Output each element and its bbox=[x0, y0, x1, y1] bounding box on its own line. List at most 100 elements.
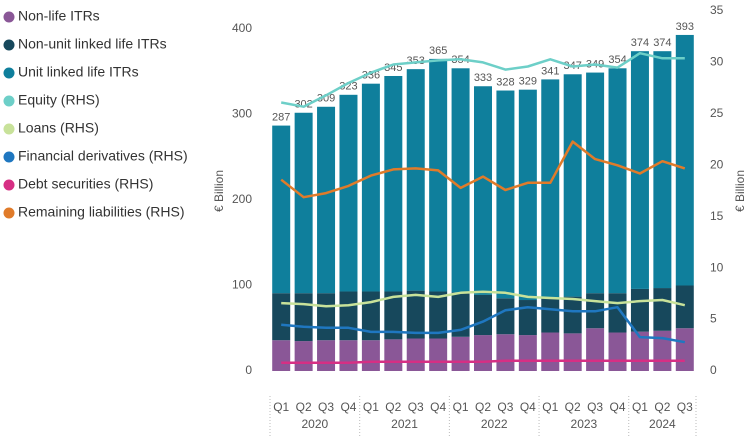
bar bbox=[317, 340, 336, 371]
legend: Non-life ITRs Non-unit linked life ITRs Un… bbox=[3, 8, 188, 220]
legend-label: Non-unit linked life ITRs bbox=[18, 36, 167, 52]
total-label: 336 bbox=[362, 70, 380, 82]
y-tick-label: 100 bbox=[232, 278, 252, 292]
legend-label: Financial derivatives (RHS) bbox=[18, 148, 188, 164]
bar bbox=[429, 291, 448, 339]
bar bbox=[339, 291, 358, 341]
bar bbox=[563, 296, 582, 334]
bar bbox=[496, 90, 515, 299]
year-label: 2023 bbox=[571, 417, 598, 431]
total-label: 323 bbox=[339, 81, 357, 93]
legend-marker bbox=[3, 151, 15, 163]
bar bbox=[294, 293, 313, 342]
y2-tick-label: 0 bbox=[710, 363, 717, 377]
bar bbox=[272, 340, 291, 371]
bar bbox=[474, 86, 492, 295]
line bbox=[281, 305, 686, 344]
bar bbox=[406, 69, 425, 291]
bar bbox=[317, 106, 336, 294]
x-tick-label: Q2 bbox=[565, 400, 581, 414]
bar bbox=[361, 340, 380, 371]
bar bbox=[272, 125, 291, 294]
total-label: 374 bbox=[631, 37, 649, 49]
x-tick-label: Q1 bbox=[632, 400, 648, 414]
bar bbox=[339, 94, 358, 292]
bar bbox=[496, 334, 515, 371]
x-tick-label: Q3 bbox=[497, 400, 513, 414]
total-label: 341 bbox=[541, 65, 559, 77]
bar bbox=[406, 338, 425, 371]
bar bbox=[608, 293, 627, 333]
bar bbox=[518, 300, 537, 336]
x-tick-label: Q1 bbox=[273, 400, 289, 414]
bar bbox=[630, 288, 649, 332]
year-label: 2022 bbox=[481, 417, 508, 431]
bar bbox=[653, 288, 672, 331]
line bbox=[280, 51, 685, 108]
bar bbox=[429, 58, 448, 292]
x-tick-label: Q2 bbox=[296, 400, 312, 414]
y2-tick-label: 25 bbox=[710, 106, 724, 120]
total-label: 309 bbox=[317, 93, 335, 105]
line bbox=[281, 290, 686, 308]
x-tick-label: Q1 bbox=[542, 400, 558, 414]
legend-marker bbox=[3, 123, 15, 135]
bar bbox=[294, 112, 313, 294]
bar bbox=[608, 332, 627, 371]
bar bbox=[474, 335, 492, 371]
y2-tick-label: 20 bbox=[710, 157, 724, 171]
bar bbox=[406, 290, 425, 339]
year-label: 2020 bbox=[301, 417, 328, 431]
legend-label: Unit linked life ITRs bbox=[18, 64, 139, 80]
x-tick-label: Q3 bbox=[318, 400, 334, 414]
y-tick-label: 400 bbox=[232, 21, 252, 35]
legend-marker bbox=[3, 39, 15, 51]
total-label: 302 bbox=[294, 99, 312, 111]
x-tick-label: Q3 bbox=[587, 400, 603, 414]
x-tick-label: Q1 bbox=[453, 400, 469, 414]
legend-marker bbox=[3, 11, 15, 23]
legend-label: Remaining liabilities (RHS) bbox=[18, 204, 185, 220]
x-tick-label: Q4 bbox=[610, 400, 626, 414]
bar bbox=[384, 339, 403, 371]
year-label: 2021 bbox=[391, 417, 418, 431]
x-tick-label: Q4 bbox=[520, 400, 536, 414]
bar bbox=[339, 340, 358, 371]
y2-tick-label: 15 bbox=[710, 209, 724, 223]
bar bbox=[586, 328, 605, 371]
bar bbox=[518, 89, 537, 301]
bar bbox=[294, 341, 313, 371]
bar bbox=[675, 328, 694, 371]
year-label: 2024 bbox=[649, 417, 676, 431]
y-tick-label: 300 bbox=[232, 107, 252, 121]
y2-axis-title: € Billion bbox=[733, 170, 747, 212]
y-tick-label: 200 bbox=[232, 192, 252, 206]
legend-marker bbox=[3, 179, 15, 191]
y-tick-label: 0 bbox=[245, 363, 252, 377]
x-tick-label: Q4 bbox=[340, 400, 356, 414]
total-label: 329 bbox=[519, 76, 537, 88]
bar bbox=[451, 336, 470, 371]
bar bbox=[675, 34, 694, 286]
y2-tick-label: 5 bbox=[710, 312, 717, 326]
bar bbox=[541, 332, 560, 371]
bar bbox=[496, 298, 515, 335]
bar bbox=[518, 335, 537, 371]
bar bbox=[429, 338, 448, 371]
x-tick-label: Q1 bbox=[363, 400, 379, 414]
bar bbox=[608, 68, 627, 294]
bar bbox=[541, 79, 560, 298]
x-tick-label: Q2 bbox=[654, 400, 670, 414]
bar bbox=[653, 51, 672, 289]
x-tick-label: Q4 bbox=[430, 400, 446, 414]
bar bbox=[384, 291, 403, 340]
legend-marker bbox=[3, 95, 15, 107]
total-label: 287 bbox=[272, 111, 290, 123]
bar bbox=[474, 294, 492, 336]
total-label: 365 bbox=[429, 45, 447, 57]
total-label: 333 bbox=[474, 72, 492, 84]
bar bbox=[272, 293, 291, 341]
bar bbox=[384, 75, 403, 292]
x-tick-label: Q3 bbox=[677, 400, 693, 414]
